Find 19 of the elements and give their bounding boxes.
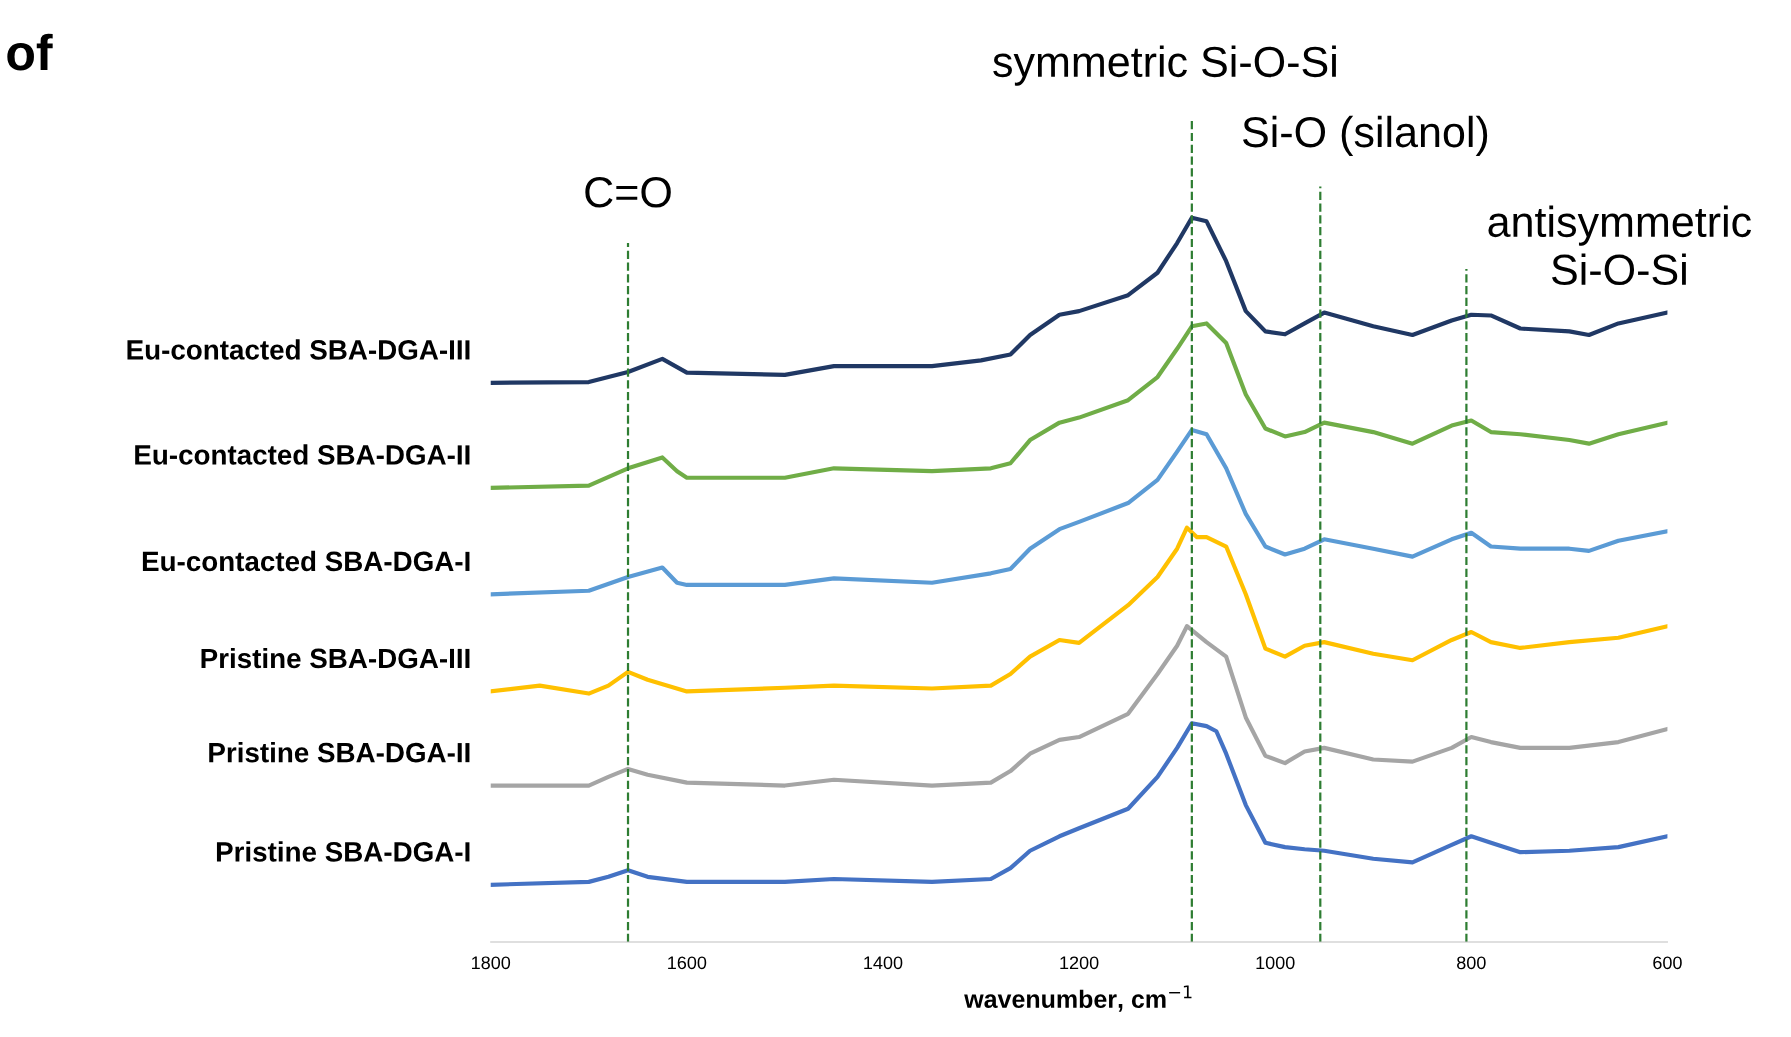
x-tick-label: 1400 [864, 956, 903, 970]
x-tick-label: 1200 [1060, 956, 1099, 970]
ref-line-label: Si-O (silanol) [1242, 115, 1488, 156]
series-label: Pristine SBA-DGA-I [216, 841, 470, 862]
x-axis-title: wavenumber, cm$^{−1}$ [964, 985, 1192, 1012]
text: of [7, 33, 53, 71]
ref-line-label: symmetric Si-O-Si [993, 45, 1336, 86]
series-label: Eu-contacted SBA-DGA-I [142, 550, 470, 572]
x-tick-label: 600 [1653, 956, 1682, 970]
series-label: Pristine SBA-DGA-II [209, 742, 470, 763]
series-label: Eu-contacted SBA-DGA-III [127, 339, 470, 360]
ref-line-label: antisymmetric Si-O-Si [1488, 205, 1752, 286]
x-tick-label: 1600 [668, 956, 707, 970]
x-tick-label: 1000 [1256, 956, 1295, 970]
ref-line-label: C=O [585, 177, 671, 208]
x-tick-label: 1800 [472, 956, 511, 970]
series-label: Eu-contacted SBA-DGA-II [135, 444, 470, 465]
x-tick-label: 800 [1457, 956, 1486, 970]
series-label: Pristine SBA-DGA-III [201, 647, 470, 669]
